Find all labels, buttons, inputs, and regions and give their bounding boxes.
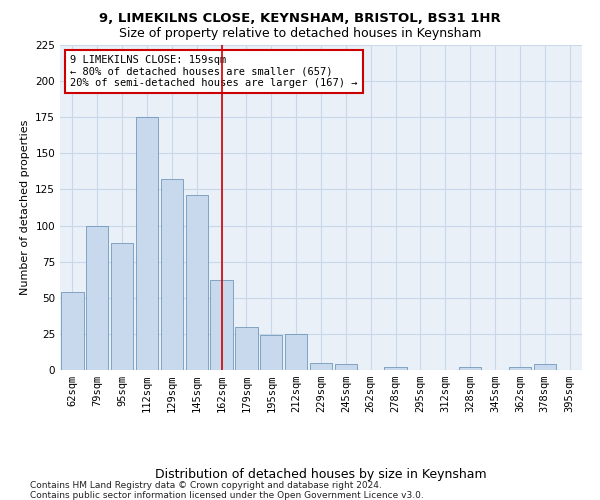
Bar xyxy=(235,326,257,370)
Text: Size of property relative to detached houses in Keynsham: Size of property relative to detached ho… xyxy=(119,28,481,40)
Bar xyxy=(335,364,357,370)
Y-axis label: Number of detached properties: Number of detached properties xyxy=(20,120,30,295)
Bar xyxy=(161,180,183,370)
Text: Contains HM Land Registry data © Crown copyright and database right 2024.: Contains HM Land Registry data © Crown c… xyxy=(30,481,382,490)
Bar xyxy=(136,117,158,370)
Bar xyxy=(385,367,407,370)
Bar xyxy=(285,334,307,370)
Text: 9 LIMEKILNS CLOSE: 159sqm
← 80% of detached houses are smaller (657)
20% of semi: 9 LIMEKILNS CLOSE: 159sqm ← 80% of detac… xyxy=(70,54,358,88)
X-axis label: Distribution of detached houses by size in Keynsham: Distribution of detached houses by size … xyxy=(155,468,487,481)
Bar xyxy=(211,280,233,370)
Bar xyxy=(111,243,133,370)
Bar xyxy=(533,364,556,370)
Bar xyxy=(260,336,283,370)
Bar xyxy=(459,367,481,370)
Text: 9, LIMEKILNS CLOSE, KEYNSHAM, BRISTOL, BS31 1HR: 9, LIMEKILNS CLOSE, KEYNSHAM, BRISTOL, B… xyxy=(99,12,501,26)
Bar xyxy=(509,367,531,370)
Text: Contains public sector information licensed under the Open Government Licence v3: Contains public sector information licen… xyxy=(30,491,424,500)
Bar xyxy=(61,292,83,370)
Bar xyxy=(310,363,332,370)
Bar xyxy=(185,195,208,370)
Bar xyxy=(86,226,109,370)
